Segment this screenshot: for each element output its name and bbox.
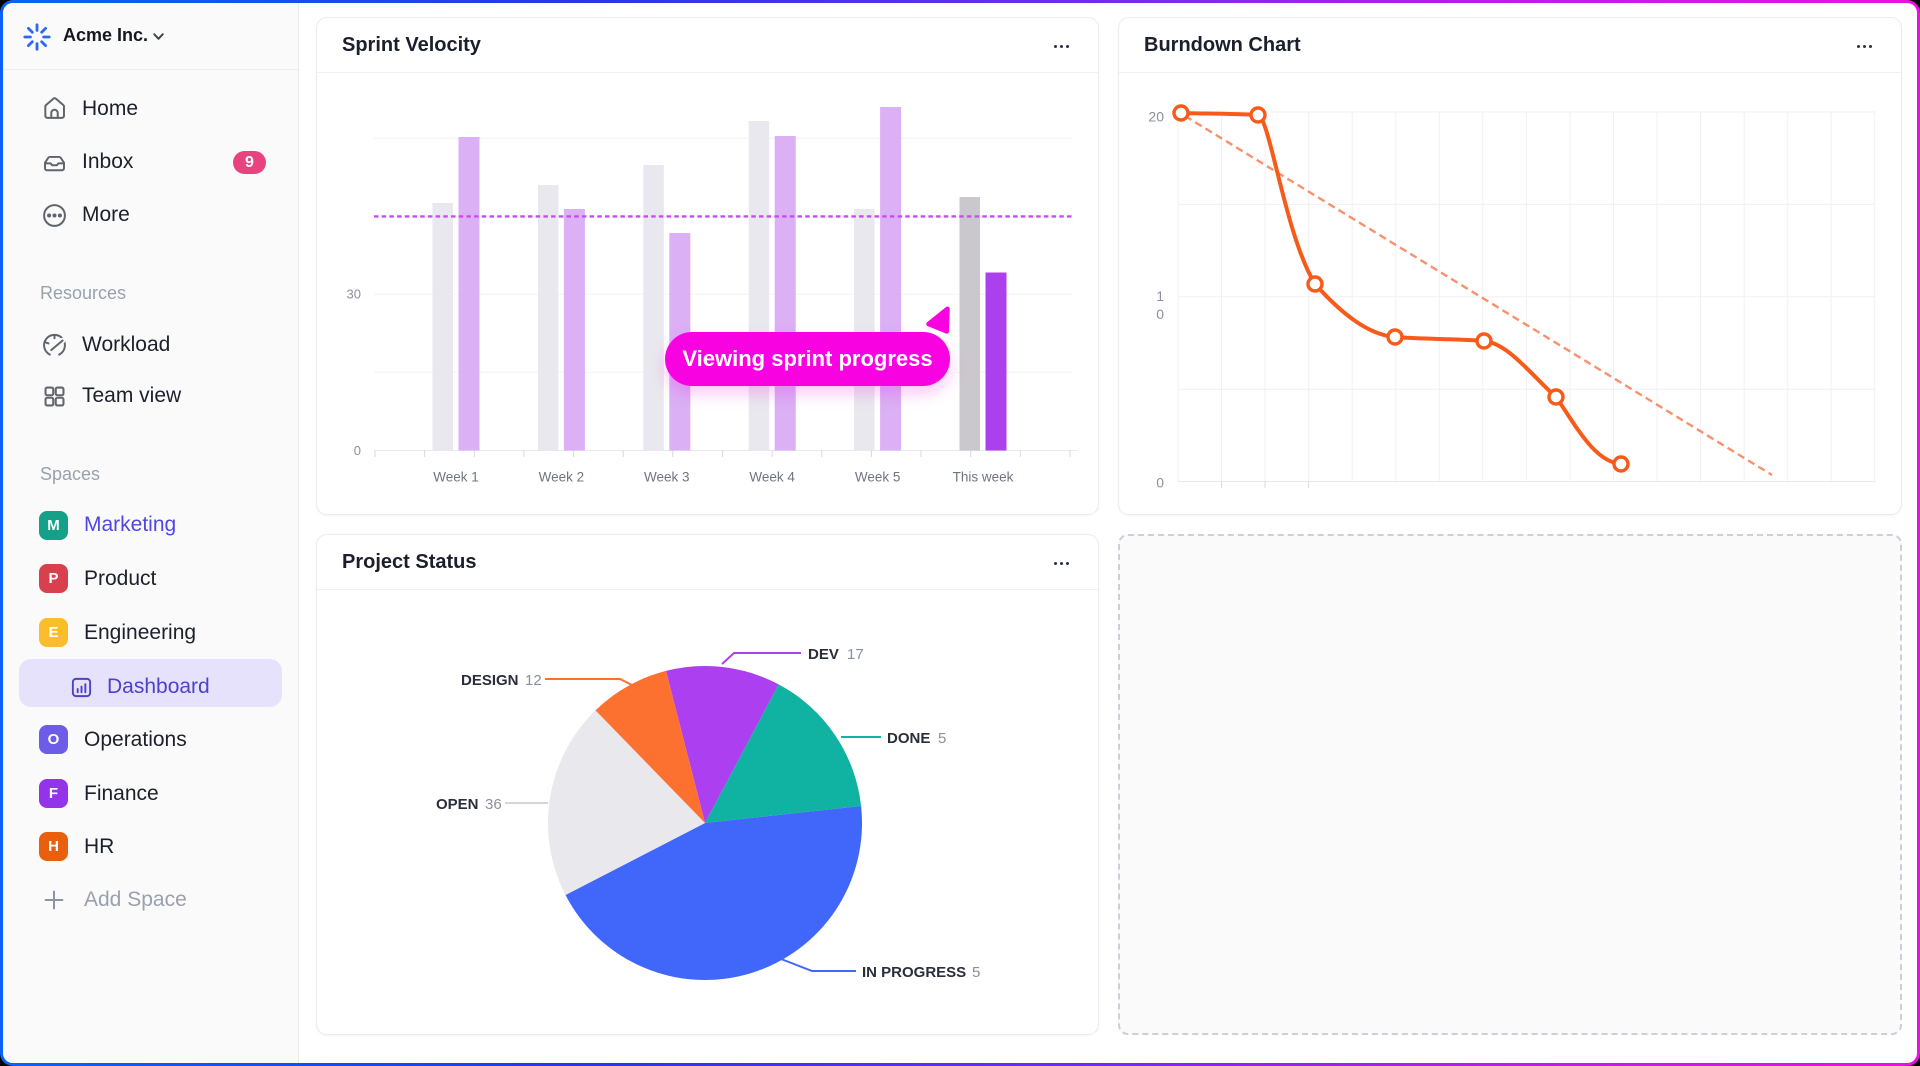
- svg-text:OPEN: OPEN: [436, 796, 479, 813]
- svg-text:IN PROGRESS: IN PROGRESS: [862, 964, 966, 981]
- svg-text:Week 2: Week 2: [539, 470, 585, 485]
- svg-text:DESIGN: DESIGN: [461, 672, 519, 689]
- svg-text:20: 20: [1148, 109, 1164, 125]
- svg-text:0: 0: [1156, 475, 1164, 491]
- svg-text:5: 5: [972, 964, 980, 981]
- svg-text:30: 30: [347, 287, 361, 302]
- svg-text:DEV: DEV: [808, 646, 839, 663]
- svg-text:Week 1: Week 1: [433, 470, 479, 485]
- svg-text:Week 4: Week 4: [749, 470, 795, 485]
- svg-text:DONE: DONE: [887, 730, 930, 747]
- svg-text:Week 5: Week 5: [855, 470, 901, 485]
- svg-text:12: 12: [525, 672, 542, 689]
- svg-text:36: 36: [485, 796, 502, 813]
- svg-text:Week 3: Week 3: [644, 470, 690, 485]
- svg-text:1: 1: [1156, 288, 1164, 304]
- svg-text:This week: This week: [953, 470, 1014, 485]
- svg-text:0: 0: [1156, 306, 1164, 322]
- svg-text:0: 0: [354, 443, 361, 458]
- svg-text:5: 5: [938, 730, 946, 747]
- svg-text:17: 17: [847, 646, 864, 663]
